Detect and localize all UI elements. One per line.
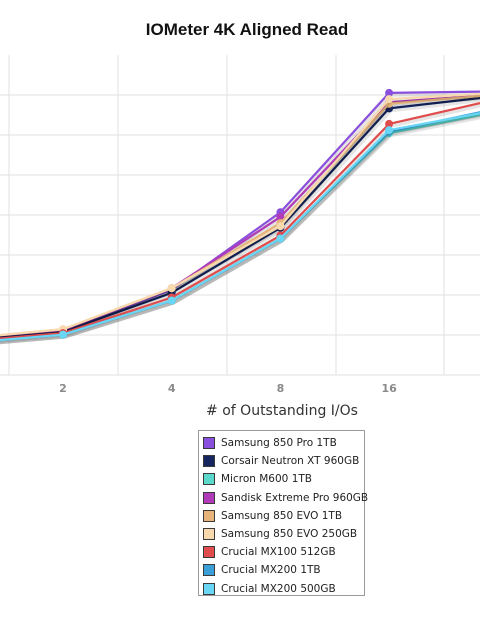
data-point — [167, 284, 176, 293]
legend-label: Samsung 850 EVO 1TB — [221, 509, 343, 522]
data-point — [385, 119, 394, 128]
legend-item: Crucial MX100 512GB — [203, 543, 364, 561]
series-micron-m600-1tb — [0, 113, 480, 345]
legend-label: Samsung 850 EVO 250GB — [221, 528, 358, 541]
legend-swatch — [203, 509, 215, 522]
series-shadow — [0, 112, 480, 345]
legend-label: Micron M600 1TB — [221, 473, 312, 486]
x-tick-label: 16 — [381, 382, 397, 395]
data-point — [385, 95, 394, 104]
legend-swatch — [203, 582, 215, 595]
data-point — [167, 296, 176, 305]
legend-item: Samsung 850 Pro 1TB — [203, 434, 364, 452]
x-tick-labels: 2 4 8 16 — [59, 382, 397, 395]
x-tick-label: 4 — [168, 382, 176, 395]
legend-swatch — [203, 546, 215, 559]
x-axis-label: # of Outstanding I/Os — [206, 403, 358, 419]
data-point — [385, 126, 394, 135]
data-point — [276, 222, 285, 231]
chart-title: IOMeter 4K Aligned Read — [146, 20, 348, 39]
data-point — [276, 212, 285, 221]
series-line — [0, 112, 480, 342]
legend-label: Crucial MX200 500GB — [221, 582, 336, 595]
legend-label: Crucial MX100 512GB — [221, 546, 336, 559]
series-shadow — [0, 93, 480, 340]
legend-swatch — [203, 437, 215, 450]
data-point — [276, 234, 285, 243]
legend-label: Crucial MX200 1TB — [221, 564, 321, 577]
data-point — [59, 330, 67, 339]
series-line — [0, 96, 480, 339]
x-tick-label: 2 — [59, 382, 67, 395]
series-crucial-mx200-1tb — [0, 111, 480, 345]
series-line — [0, 92, 480, 337]
legend-item: Crucial MX200 1TB — [203, 561, 364, 579]
legend-swatch — [203, 528, 215, 541]
series-shadow — [0, 103, 480, 343]
series-shadow — [0, 96, 480, 340]
legend-item: Crucial MX200 500GB — [203, 580, 364, 598]
series-line — [0, 113, 480, 342]
series-shadow — [0, 113, 480, 345]
legend-swatch — [203, 564, 215, 577]
series-crucial-mx200-500gb — [0, 112, 480, 345]
legend-swatch — [203, 491, 215, 504]
legend-swatch — [203, 473, 215, 486]
legend-label: Sandisk Extreme Pro 960GB — [221, 491, 369, 504]
legend-item: Micron M600 1TB — [203, 470, 364, 488]
series-shadow — [0, 115, 480, 345]
x-tick-label: 8 — [277, 382, 285, 395]
legend-item: Corsair Neutron XT 960GB — [203, 452, 364, 470]
series-lines — [0, 88, 480, 345]
data-point — [385, 88, 394, 97]
grid — [0, 55, 480, 376]
legend-label: Samsung 850 Pro 1TB — [221, 437, 337, 450]
series-line — [0, 102, 480, 340]
legend-swatch — [203, 455, 215, 468]
legend-label: Corsair Neutron XT 960GB — [221, 455, 360, 468]
legend-item: Samsung 850 EVO 1TB — [203, 507, 364, 525]
legend: Samsung 850 Pro 1TB Corsair Neutron XT 96… — [198, 430, 368, 598]
legend-item: Sandisk Extreme Pro 960GB — [203, 489, 368, 507]
legend-item: Samsung 850 EVO 250GB — [203, 525, 364, 543]
series-line — [0, 111, 480, 342]
